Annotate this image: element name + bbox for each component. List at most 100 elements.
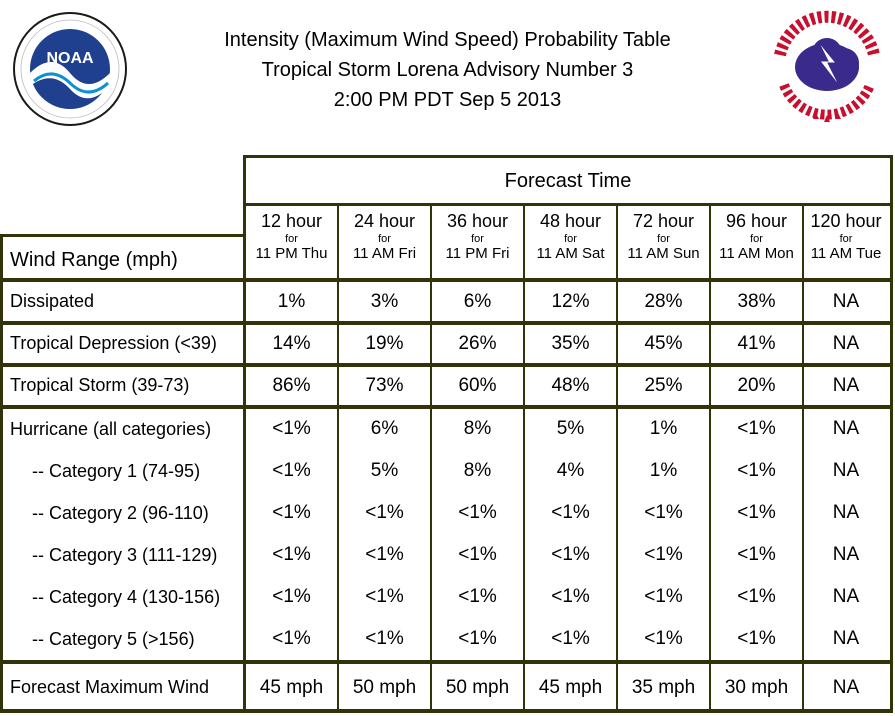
- column-valid-time: 11 AM Mon: [719, 245, 794, 262]
- row-label: Tropical Storm (39-73): [10, 375, 190, 395]
- column-hour: 12 hour: [260, 211, 323, 231]
- table-cell: <1%: [737, 586, 776, 607]
- column-for-label: for: [750, 233, 763, 245]
- table-rule: [243, 155, 893, 158]
- table-cell: <1%: [737, 544, 776, 565]
- table-rule: [430, 206, 432, 278]
- table-rule: [709, 206, 711, 278]
- column-for-label: for: [471, 233, 484, 245]
- noaa-wordmark: NOAA: [46, 50, 94, 67]
- title-line-2: Tropical Storm Lorena Advisory Number 3: [261, 59, 634, 81]
- row-label: -- Category 1 (74-95): [32, 460, 201, 481]
- column-header-4: 48 hour for 11 AM Sat: [525, 206, 616, 278]
- table-cell: <1%: [458, 502, 497, 523]
- table-rule: [0, 234, 3, 711]
- column-hour: 120 hour: [810, 211, 882, 231]
- column-valid-time: 11 AM Fri: [352, 245, 417, 262]
- table-rule: [523, 278, 525, 711]
- table-cell: <1%: [737, 628, 776, 649]
- table-cell: 5%: [556, 418, 585, 439]
- table-cell: <1%: [737, 502, 776, 523]
- table-cell: <1%: [458, 544, 497, 565]
- table-cell: NA: [832, 628, 860, 649]
- table-cell: <1%: [551, 502, 590, 523]
- table-cell: <1%: [272, 544, 311, 565]
- column-for-label: for: [564, 233, 577, 245]
- table-cell: NA: [832, 460, 860, 481]
- table-cell: 35 mph: [631, 676, 696, 698]
- table-rule: [616, 206, 618, 278]
- table-cell: 5%: [370, 460, 399, 481]
- table-cell: NA: [832, 502, 860, 523]
- table-cell: 38%: [737, 290, 776, 312]
- table-cell: 1%: [649, 418, 678, 439]
- table-cell: NA: [832, 374, 860, 396]
- table-cell: 3%: [370, 290, 399, 312]
- table-cell: 1%: [649, 460, 678, 481]
- table-cell: 19%: [365, 332, 404, 354]
- column-header-3: 36 hour for 11 PM Fri: [432, 206, 523, 278]
- table-rule: [430, 278, 432, 711]
- table-cell: NA: [832, 332, 860, 354]
- table-cell: 48%: [551, 374, 590, 396]
- table-cell: <1%: [458, 586, 497, 607]
- table-rule: [243, 278, 246, 711]
- table-cell: 35%: [551, 332, 590, 354]
- table-cell: 50 mph: [445, 676, 510, 698]
- row-label: -- Category 2 (96-110): [32, 502, 209, 523]
- column-header-5: 72 hour for 11 AM Sun: [618, 206, 709, 278]
- table-rule: [337, 278, 339, 711]
- table-cell: <1%: [458, 628, 497, 649]
- table-cell: 45 mph: [538, 676, 603, 698]
- column-valid-time: 11 AM Sun: [627, 245, 700, 262]
- table-cell: 50 mph: [352, 676, 417, 698]
- row-label: Tropical Depression (<39): [10, 333, 217, 353]
- column-header-7: 120 hour for 11 AM Tue: [804, 206, 888, 278]
- table-cell: <1%: [272, 628, 311, 649]
- row-label: Forecast Maximum Wind: [10, 677, 210, 697]
- column-valid-time: 11 PM Fri: [445, 245, 510, 262]
- table-cell: 8%: [463, 460, 492, 481]
- table-cell: 14%: [272, 332, 311, 354]
- table-rule: [890, 155, 893, 711]
- column-hour: 72 hour: [632, 211, 695, 231]
- table-cell: <1%: [365, 586, 404, 607]
- table-cell: <1%: [644, 586, 683, 607]
- table-rule: [0, 321, 893, 325]
- column-for-label: for: [839, 233, 853, 245]
- column-hour: 24 hour: [353, 211, 416, 231]
- column-header-6: 96 hour for 11 AM Mon: [711, 206, 802, 278]
- column-valid-time: 11 PM Thu: [255, 245, 328, 262]
- table-cell: <1%: [365, 628, 404, 649]
- table-rule: [0, 660, 893, 664]
- table-rule: [616, 278, 618, 711]
- table-cell: 45%: [644, 332, 683, 354]
- table-cell: 60%: [458, 374, 497, 396]
- table-cell: <1%: [272, 586, 311, 607]
- table-rule: [709, 278, 711, 711]
- table-cell: 8%: [463, 418, 492, 439]
- column-for-label: for: [378, 233, 391, 245]
- table-cell: <1%: [272, 418, 311, 439]
- table-rule: [0, 234, 246, 237]
- table-rule: [243, 155, 246, 281]
- table-cell: <1%: [365, 502, 404, 523]
- table-cell: <1%: [644, 628, 683, 649]
- column-for-label: for: [657, 233, 670, 245]
- column-valid-time: 11 AM Sat: [536, 245, 605, 262]
- nws-logo: [766, 5, 888, 127]
- column-header-2: 24 hour for 11 AM Fri: [339, 206, 430, 278]
- table-rule: [243, 203, 893, 206]
- table-cell: <1%: [644, 502, 683, 523]
- row-label: Dissipated: [10, 291, 95, 311]
- table-cell: <1%: [272, 502, 311, 523]
- noaa-logo: NOAA: [12, 11, 128, 127]
- table-cell: <1%: [737, 418, 776, 439]
- table-cell: 73%: [365, 374, 404, 396]
- table-rule: [0, 709, 893, 713]
- title-line-3: 2:00 PM PDT Sep 5 2013: [333, 89, 562, 111]
- table-cell: <1%: [272, 460, 311, 481]
- table-cell: <1%: [551, 586, 590, 607]
- table-cell: 86%: [272, 374, 311, 396]
- table-cell: 28%: [644, 290, 683, 312]
